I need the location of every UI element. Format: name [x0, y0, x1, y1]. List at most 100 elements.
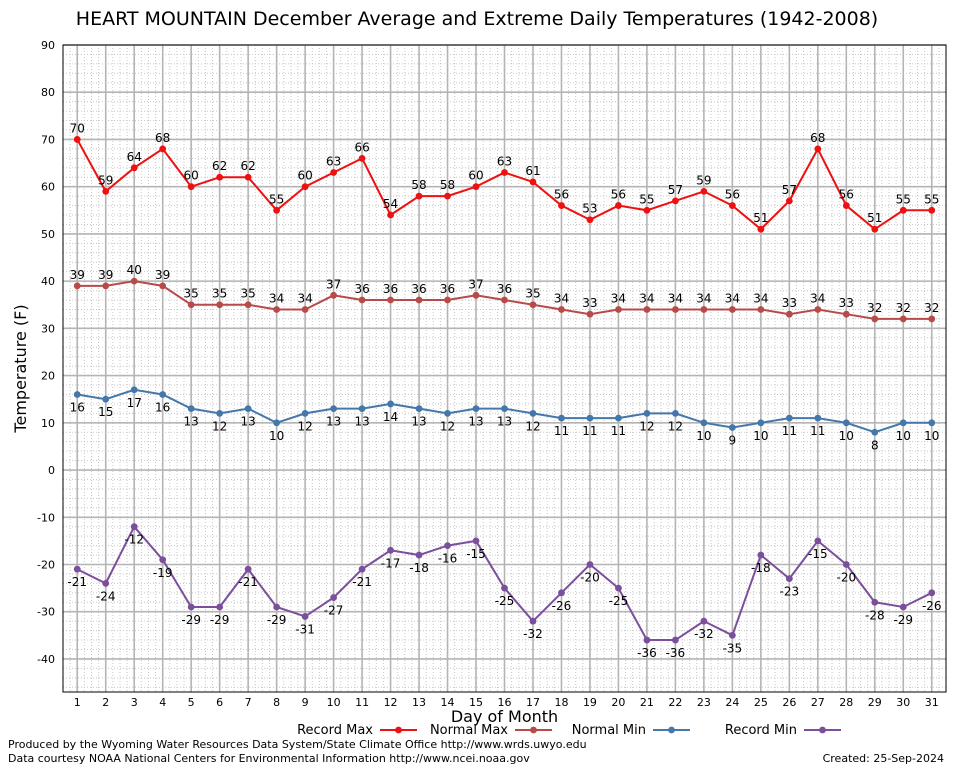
data-label: 57 [782, 183, 797, 197]
data-label: 10 [696, 429, 711, 443]
data-point [728, 424, 736, 431]
data-label: 56 [725, 188, 740, 202]
data-point [615, 306, 622, 313]
data-label: 51 [867, 211, 882, 225]
data-label: 61 [525, 164, 540, 178]
data-point [102, 395, 110, 403]
data-label: 11 [582, 424, 597, 438]
data-label: -15 [466, 547, 486, 561]
y-tick-label: -20 [37, 558, 55, 571]
data-point [615, 202, 622, 209]
data-point [73, 282, 81, 290]
data-point [871, 225, 879, 233]
data-label: 32 [867, 301, 882, 315]
data-point [586, 216, 594, 224]
data-label: 36 [497, 282, 512, 296]
data-label: 53 [582, 202, 597, 216]
data-label: 9 [729, 434, 737, 448]
data-label: -36 [666, 646, 686, 660]
x-tick-label: 18 [554, 696, 568, 709]
data-label: 33 [782, 296, 797, 310]
footer-courtesy: Data courtesy NOAA National Centers for … [8, 752, 530, 765]
data-label: 58 [440, 178, 455, 192]
x-tick-label: 24 [725, 696, 739, 709]
data-label: -19 [153, 566, 173, 580]
data-point [273, 206, 281, 214]
data-point [159, 282, 167, 290]
data-point [216, 603, 224, 611]
data-label: -16 [438, 552, 458, 566]
data-point [814, 306, 822, 313]
data-point [159, 391, 167, 398]
data-point [244, 405, 252, 413]
data-label: 66 [354, 140, 369, 154]
data-label: 15 [98, 405, 113, 419]
data-label: 10 [839, 429, 854, 443]
data-point [928, 419, 936, 427]
data-point [814, 414, 822, 422]
data-point [728, 202, 736, 209]
data-point [102, 282, 110, 290]
x-tick-label: 29 [868, 696, 882, 709]
data-point [187, 603, 195, 611]
legend-marker [395, 726, 402, 734]
data-label: 64 [127, 150, 142, 164]
data-label: 63 [326, 155, 341, 169]
y-axis-ticks: -40 -30 -20 -10 0 10 20 30 40 50 60 70 80 90 [37, 39, 55, 666]
data-label: 12 [668, 419, 683, 433]
data-point [102, 579, 110, 587]
legend-marker [530, 726, 537, 734]
data-label: 13 [241, 415, 256, 429]
data-point [928, 206, 936, 214]
data-label: 39 [98, 268, 113, 282]
legend-item: Normal Max [430, 723, 552, 738]
data-point [529, 409, 537, 417]
data-label: 63 [497, 155, 512, 169]
data-point [415, 296, 423, 304]
legend: Record Max Normal Max Normal Min Record Min [297, 723, 841, 738]
data-point [785, 575, 793, 583]
data-label: -29 [267, 613, 287, 627]
data-point [672, 197, 679, 205]
data-point [130, 386, 138, 394]
x-tick-label: 10 [327, 696, 341, 709]
data-point [273, 603, 281, 611]
data-point [472, 183, 480, 191]
data-point [330, 291, 337, 299]
data-label: -31 [295, 622, 315, 636]
data-point [244, 301, 252, 309]
series-record-min: -21-24-12-19-29 -29-21-29-31-27-21-17 -18-… [67, 523, 942, 660]
data-label: 34 [554, 291, 569, 305]
series-record-max: 70 59 64 68 60 62 62 55 60 63 66 54 58 58 60 63 61 56 53 56… [70, 121, 939, 233]
data-label: 33 [839, 296, 854, 310]
data-point [301, 306, 309, 313]
data-label: 36 [411, 282, 426, 296]
data-label: -36 [637, 646, 657, 660]
data-point [501, 169, 508, 176]
data-label: 17 [127, 396, 142, 410]
data-point [643, 409, 651, 417]
data-label: 59 [98, 173, 113, 187]
x-tick-label: 13 [412, 696, 426, 709]
data-point [785, 197, 793, 205]
data-label: 70 [70, 121, 85, 135]
chart-title: HEART MOUNTAIN December Average and Extr… [75, 8, 879, 30]
data-label: 14 [383, 410, 398, 424]
data-label: 37 [468, 277, 483, 291]
legend-marker [668, 726, 675, 734]
data-label: 13 [411, 415, 426, 429]
data-label: 34 [725, 291, 740, 305]
data-point [444, 409, 451, 417]
data-point [899, 603, 907, 611]
data-point [700, 617, 708, 625]
x-tick-label: 22 [668, 696, 682, 709]
data-label: 36 [354, 282, 369, 296]
data-label: 16 [70, 400, 85, 414]
data-point [73, 391, 81, 398]
data-label: 8 [871, 438, 879, 452]
data-point [529, 617, 537, 625]
data-point [672, 409, 679, 417]
data-label: 13 [354, 415, 369, 429]
data-point [842, 310, 850, 318]
data-label: 34 [810, 291, 825, 305]
